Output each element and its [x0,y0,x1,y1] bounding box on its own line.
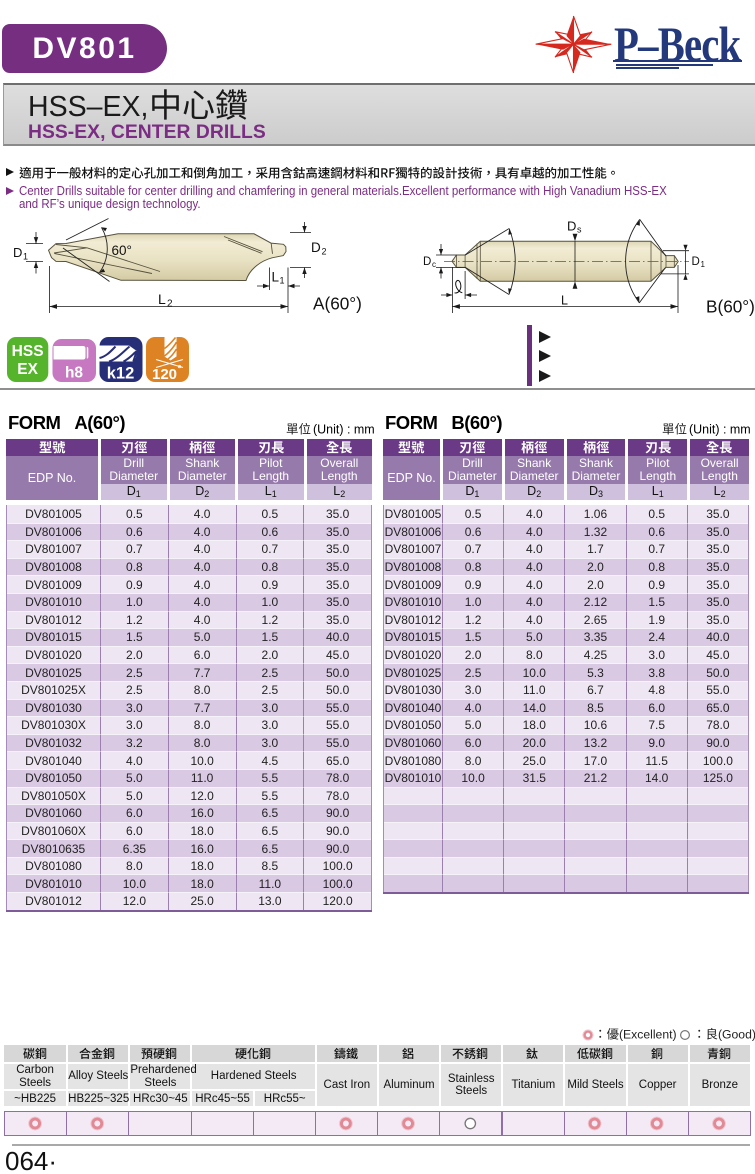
svg-text:(Unit) : mm: (Unit) : mm [312,422,374,436]
svg-text:(Unit) : mm: (Unit) : mm [688,422,750,436]
svg-text:D: D [311,240,321,255]
svg-text:k12: k12 [107,365,135,383]
svg-text:60°: 60° [112,243,132,258]
svg-text:HSS: HSS [12,343,44,360]
svg-text:B(60°): B(60°) [706,297,755,317]
svg-text:2: 2 [322,247,327,257]
svg-text:D: D [13,245,22,260]
svg-text:(Excellent): (Excellent) [619,1027,677,1041]
svg-text:s: s [577,225,582,235]
svg-text:L: L [561,294,568,308]
svg-text:120: 120 [152,366,177,383]
svg-text:1: 1 [701,260,706,269]
svg-text:L: L [272,270,280,285]
svg-text:D: D [423,256,431,268]
svg-text:A(60°): A(60°) [313,294,362,314]
svg-text:2: 2 [167,299,173,310]
svg-text:EX: EX [17,361,38,378]
svg-text:1: 1 [280,276,285,286]
svg-text:D: D [692,256,700,268]
svg-text:h8: h8 [65,365,83,382]
svg-text:D: D [567,219,576,234]
svg-text:L: L [158,291,166,307]
svg-text:1: 1 [23,252,28,262]
svg-text:°: ° [178,364,182,375]
svg-text:c: c [432,260,436,269]
svg-text:(Good): (Good) [718,1027,755,1041]
